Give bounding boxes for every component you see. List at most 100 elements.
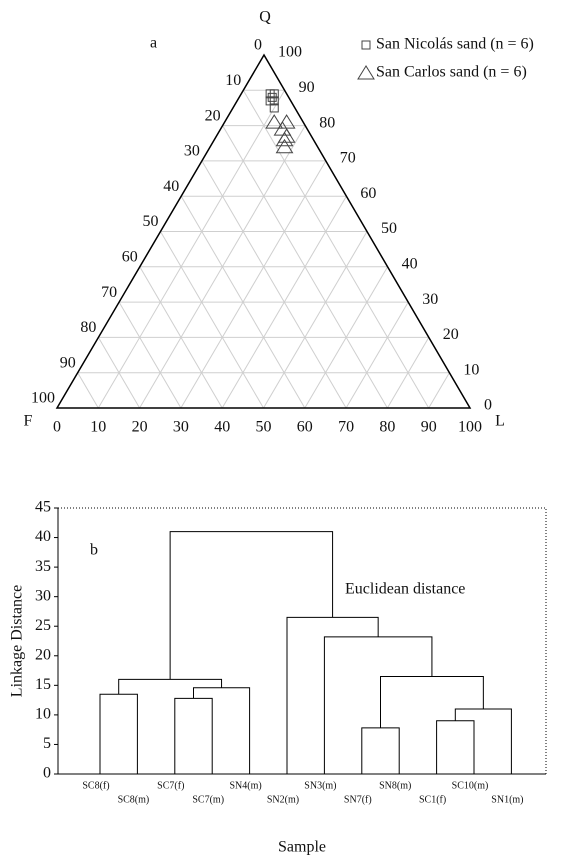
q-tick-label: 30: [422, 291, 438, 308]
q-tick-label: 0: [484, 397, 492, 414]
y-tick-label: 0: [43, 765, 51, 782]
l-tick-label: 40: [214, 419, 230, 436]
dendrogram-link: [193, 687, 251, 774]
f-tick-label: 70: [101, 284, 117, 301]
l-tick-label: 50: [256, 419, 272, 436]
f-tick-label: 80: [80, 319, 96, 336]
y-tick-label: 35: [35, 558, 51, 575]
leaf-label: SC10(m): [452, 780, 489, 791]
grid-line: [97, 90, 286, 409]
f-tick-label: 40: [163, 178, 179, 195]
apex-label: Q: [259, 9, 271, 26]
data-point: [269, 103, 279, 113]
y-tick-label: 25: [35, 617, 51, 634]
y-tick-label: 20: [35, 646, 51, 663]
leaf-label: SN1(m): [491, 794, 523, 805]
leaf-label: SC7(m): [192, 794, 224, 805]
l-tick-label: 80: [379, 419, 395, 436]
leaf-label: SC1(f): [419, 794, 446, 805]
dendrogram-link: [174, 697, 213, 774]
q-tick-label: 50: [381, 220, 397, 237]
data-point: [265, 114, 284, 129]
grid-line: [242, 90, 430, 409]
y-tick-label: 5: [43, 735, 51, 752]
grid-line: [263, 231, 368, 409]
panel-label: a: [150, 35, 157, 52]
data-point: [275, 131, 294, 147]
f-tick-label: 60: [122, 248, 138, 265]
legend-label: San Nicolás sand (n = 6): [376, 36, 534, 53]
apex-label: L: [495, 413, 505, 430]
dendrogram-link: [454, 708, 512, 774]
grid-line: [201, 160, 347, 409]
y-tick-label: 15: [35, 676, 51, 693]
grid-line: [77, 372, 99, 409]
dendrogram-link: [169, 531, 334, 680]
y-tick-label: 45: [35, 499, 51, 516]
leaf-label: SC7(f): [157, 780, 184, 791]
grid-line: [304, 266, 389, 409]
leaf-label: SN8(m): [379, 780, 411, 791]
l-tick-label: 100: [458, 419, 482, 436]
l-tick-label: 30: [173, 419, 189, 436]
leaf-label: SC8(f): [82, 780, 109, 791]
f-tick-label: 100: [31, 390, 55, 407]
grid-line: [345, 301, 409, 409]
data-point: [269, 96, 279, 106]
f-tick-label: 0: [254, 37, 262, 54]
leaf-label: SN7(f): [344, 794, 372, 805]
q-tick-label: 70: [340, 150, 356, 167]
q-tick-label: 90: [299, 79, 315, 96]
y-axis-label: Linkage Distance: [9, 585, 26, 697]
annotation: Euclidean distance: [345, 581, 465, 598]
dendrogram-link: [286, 616, 379, 774]
legend-marker: [361, 40, 371, 50]
l-tick-label: 10: [90, 419, 106, 436]
grid-line: [428, 372, 450, 409]
dendrogram-link: [380, 675, 484, 728]
q-tick-label: 100: [278, 44, 302, 61]
leaf-label: SN2(m): [267, 794, 299, 805]
legend-marker: [357, 65, 375, 80]
dendrogram-link: [361, 727, 400, 774]
x-axis-label: Sample: [278, 839, 326, 856]
dendrogram-link: [118, 678, 223, 695]
leaf-label: SN4(m): [229, 780, 261, 791]
dendrogram-link: [99, 693, 138, 774]
grid-line: [221, 195, 347, 409]
q-tick-label: 20: [443, 326, 459, 343]
l-tick-label: 90: [421, 419, 437, 436]
y-tick-label: 30: [35, 587, 51, 604]
q-tick-label: 60: [360, 185, 376, 202]
q-tick-label: 10: [463, 361, 479, 378]
panel-label: b: [90, 542, 98, 559]
l-tick-label: 20: [132, 419, 148, 436]
f-tick-label: 10: [225, 72, 241, 89]
grid-line: [118, 301, 182, 409]
dendrogram-link: [436, 720, 475, 774]
l-tick-label: 60: [297, 419, 313, 436]
dendrogram-link: [323, 636, 433, 774]
plot-frame: [57, 507, 547, 775]
grid-line: [180, 160, 327, 409]
f-tick-label: 30: [184, 143, 200, 160]
grid-line: [160, 231, 264, 409]
f-tick-label: 20: [205, 107, 221, 124]
q-tick-label: 80: [319, 114, 335, 131]
data-point: [275, 138, 294, 154]
l-tick-label: 70: [338, 419, 354, 436]
grid-line: [139, 125, 306, 409]
y-tick-label: 40: [35, 528, 51, 545]
f-tick-label: 50: [143, 213, 159, 230]
leaf-label: SC8(m): [118, 794, 150, 805]
f-tick-label: 90: [60, 354, 76, 371]
triangle-frame: [55, 53, 472, 409]
apex-label: F: [24, 413, 33, 430]
legend-label: San Carlos sand (n = 6): [376, 64, 527, 81]
l-tick-label: 0: [53, 419, 61, 436]
data-point: [273, 121, 292, 136]
y-tick-label: 10: [35, 706, 51, 723]
grid-line: [386, 337, 430, 409]
leaf-label: SN3(m): [304, 780, 336, 791]
